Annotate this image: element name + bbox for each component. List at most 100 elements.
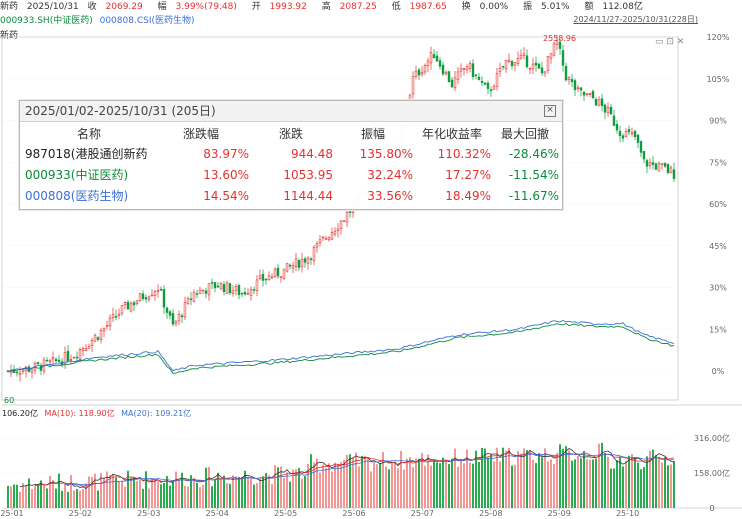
- volume-bar: [172, 481, 174, 508]
- volume-bar: [541, 457, 543, 508]
- candle-body: [648, 162, 652, 166]
- candle-body: [330, 232, 334, 240]
- volume-bar: [229, 483, 231, 508]
- candle-body: [528, 68, 532, 70]
- volume-bar: [589, 459, 591, 508]
- volume-bar: [169, 485, 171, 508]
- candle-body: [30, 369, 34, 373]
- candle-body: [552, 43, 556, 56]
- volume-bar: [52, 480, 54, 508]
- candle-body: [96, 337, 100, 340]
- candle-body: [306, 257, 310, 264]
- candle-body: [99, 330, 103, 341]
- interval-stats-popup[interactable]: 2025/01/02-2025/10/31 (205日) × 名称 涨跌幅 涨跌…: [19, 100, 563, 210]
- candle-body: [216, 285, 220, 288]
- close-icon[interactable]: ×: [544, 105, 556, 117]
- volume-bar: [403, 469, 405, 508]
- candle-body: [609, 106, 613, 115]
- candle-body: [279, 276, 283, 278]
- table-row[interactable]: 000808(医药生物) 14.54% 1144.44 33.56% 18.49…: [20, 185, 559, 206]
- low-value: 低 1987.65: [391, 2, 447, 12]
- candle-body: [78, 349, 82, 360]
- date-range-label[interactable]: 2024/11/27-2025/10/31(228日): [573, 15, 698, 24]
- candle-body: [417, 69, 421, 76]
- x-tick-label: 25-06: [342, 509, 365, 518]
- candle-body: [36, 362, 40, 365]
- volume-bar: [529, 450, 531, 508]
- volume-bar: [205, 467, 207, 508]
- candle-body: [252, 289, 256, 291]
- volume-bar: [124, 486, 126, 508]
- volume-bar: [316, 458, 318, 508]
- candle-body: [438, 60, 442, 67]
- volume-bar: [421, 452, 423, 508]
- amplitude-value: 振 5.01%: [523, 2, 570, 12]
- legend-item-zhongzheng[interactable]: 000933.SH(中证医药): [0, 16, 93, 26]
- volume-bar: [265, 473, 267, 508]
- stats-header-row: 名称 涨跌幅 涨跌 振幅 年化收益率 最大回撤: [20, 123, 559, 143]
- legend-item-yiyao[interactable]: 000808.CSI(医药生物): [99, 16, 195, 26]
- candle-body: [669, 167, 673, 174]
- y-tick-label: 105%: [707, 75, 730, 84]
- volume-bar: [559, 444, 561, 508]
- candle-body: [486, 82, 490, 89]
- volume-value: 106.20亿: [2, 409, 38, 418]
- volume-bar: [496, 447, 498, 508]
- table-row[interactable]: 000933(中证医药) 13.60% 1053.95 32.24% 17.27…: [20, 164, 559, 185]
- candle-body: [639, 141, 643, 153]
- volume-bar: [307, 463, 309, 508]
- candle-body: [663, 162, 667, 167]
- candle-body: [453, 77, 457, 89]
- volume-bar: [532, 459, 534, 508]
- volume-bar: [301, 478, 303, 508]
- volume-bar: [73, 490, 75, 508]
- volume-bar: [7, 485, 9, 508]
- candle-body: [165, 307, 169, 313]
- candle-body: [654, 163, 658, 170]
- candle-body: [18, 372, 22, 376]
- row-amplitude: 32.24%: [367, 167, 413, 182]
- volume-bar: [553, 464, 555, 508]
- volume-bar: [400, 450, 402, 508]
- candle-body: [93, 335, 97, 342]
- candle-body: [666, 164, 670, 173]
- candle-body: [138, 293, 142, 302]
- volume-bar: [601, 442, 603, 508]
- candle-body: [174, 320, 178, 325]
- volume-bar: [217, 472, 219, 508]
- volume-bar: [286, 472, 288, 508]
- volume-bar: [475, 450, 477, 508]
- volume-bar: [652, 449, 654, 508]
- volume-bar: [661, 462, 663, 508]
- candle-body: [558, 41, 562, 49]
- volume-bar: [463, 463, 465, 508]
- candle-body: [444, 71, 448, 75]
- candle-body: [186, 297, 190, 304]
- candle-body: [555, 40, 559, 46]
- table-row[interactable]: 987018(港股通创新药 83.97% 944.48 135.80% 110.…: [20, 143, 559, 164]
- candle-body: [495, 73, 499, 87]
- volume-bar: [58, 473, 60, 508]
- window-buttons[interactable]: ▭ ⊡ ✕: [655, 37, 685, 47]
- volume-bar: [571, 460, 573, 508]
- candle-body: [585, 93, 589, 96]
- candle-body: [189, 298, 193, 301]
- volume-bar: [385, 466, 387, 508]
- volume-bar: [493, 461, 495, 508]
- low-price-label: 60: [4, 396, 14, 405]
- candle-body: [264, 278, 268, 281]
- volume-bar: [70, 474, 72, 508]
- candle-body: [150, 294, 154, 297]
- volume-bar: [643, 467, 645, 508]
- volume-bar: [520, 453, 522, 508]
- volume-bar: [190, 475, 192, 508]
- volume-bar: [604, 452, 606, 508]
- volume-bar: [433, 459, 435, 508]
- security-name: 新药: [0, 2, 19, 12]
- volume-bar: [367, 456, 369, 508]
- volume-bar: [355, 452, 357, 508]
- candle-body: [492, 86, 496, 90]
- candle-body: [234, 286, 238, 291]
- candle-body: [660, 163, 664, 165]
